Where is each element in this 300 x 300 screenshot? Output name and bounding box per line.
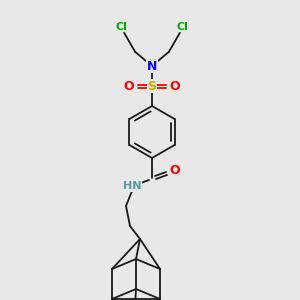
Text: N: N: [147, 59, 157, 73]
Text: O: O: [170, 80, 180, 92]
Text: O: O: [170, 164, 180, 176]
Text: O: O: [124, 80, 134, 92]
Text: Cl: Cl: [115, 22, 127, 32]
Text: S: S: [148, 80, 157, 92]
Text: Cl: Cl: [177, 22, 189, 32]
Text: HN: HN: [123, 181, 141, 191]
